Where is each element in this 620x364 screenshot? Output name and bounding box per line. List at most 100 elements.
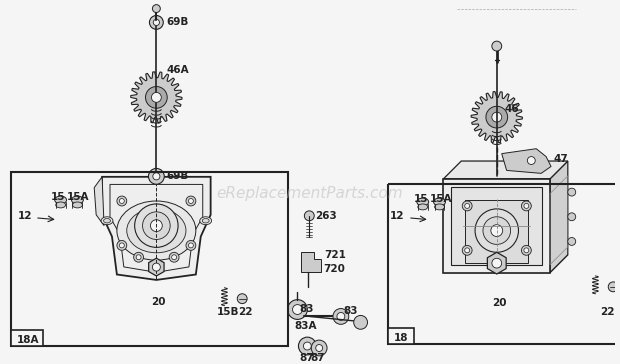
Circle shape [475,209,518,252]
Ellipse shape [55,196,66,204]
Circle shape [492,41,502,51]
Circle shape [337,312,345,320]
Text: 20: 20 [492,298,507,308]
Circle shape [169,252,179,262]
Circle shape [134,252,144,262]
Polygon shape [102,177,211,280]
Circle shape [153,263,161,271]
Bar [11,173,288,346]
Circle shape [153,5,161,12]
Ellipse shape [117,201,196,260]
Circle shape [186,241,196,250]
Circle shape [463,245,472,255]
Text: eReplacementParts.com: eReplacementParts.com [216,186,402,201]
Circle shape [491,225,503,237]
Circle shape [188,243,193,248]
Circle shape [288,300,308,319]
Circle shape [135,204,178,248]
Circle shape [524,248,529,253]
Text: 69B: 69B [166,17,188,27]
Text: 18A: 18A [17,335,40,345]
Circle shape [311,340,327,356]
Circle shape [303,342,311,350]
Ellipse shape [104,218,110,223]
Text: 15A: 15A [430,194,452,204]
Circle shape [608,282,618,292]
Text: 720: 720 [323,264,345,274]
Text: 18: 18 [394,333,409,343]
Circle shape [521,245,531,255]
Circle shape [149,16,163,29]
Text: 12: 12 [18,211,33,221]
Text: 20: 20 [151,297,166,306]
Circle shape [333,309,349,324]
Circle shape [492,258,502,268]
Circle shape [568,188,576,196]
Circle shape [568,237,576,245]
Polygon shape [451,187,542,265]
Ellipse shape [433,198,445,206]
Ellipse shape [56,202,66,208]
Polygon shape [443,179,550,273]
Polygon shape [149,258,164,276]
Text: 263: 263 [315,211,337,221]
Text: 15B: 15B [216,308,239,317]
Text: 15: 15 [51,192,65,202]
Circle shape [293,305,303,314]
Text: 22: 22 [238,308,253,317]
Text: 83: 83 [299,304,314,313]
Polygon shape [487,252,506,274]
Circle shape [136,255,141,260]
Circle shape [492,112,502,122]
Circle shape [146,87,167,108]
Circle shape [188,198,193,203]
Circle shape [298,337,316,355]
Circle shape [465,203,469,209]
Bar [388,184,620,344]
Text: 87: 87 [299,353,314,363]
Text: 22: 22 [600,308,615,317]
Text: 46A: 46A [166,65,189,75]
Circle shape [528,157,535,165]
Ellipse shape [71,196,83,204]
Ellipse shape [417,198,428,206]
Circle shape [117,241,126,250]
Text: 12: 12 [390,211,405,221]
Text: 83: 83 [344,306,358,317]
Text: 46: 46 [505,104,520,114]
Circle shape [237,294,247,304]
Circle shape [524,203,529,209]
Circle shape [148,169,164,184]
Circle shape [304,211,314,221]
Circle shape [151,220,162,232]
Circle shape [521,201,531,211]
Polygon shape [301,252,321,272]
Ellipse shape [200,217,211,225]
Bar [11,330,43,346]
Polygon shape [550,161,568,273]
Circle shape [153,173,160,180]
Polygon shape [471,91,523,143]
Bar [388,328,414,344]
Circle shape [463,201,472,211]
Circle shape [151,92,161,102]
Text: 69B: 69B [166,171,188,181]
Text: 47: 47 [554,154,569,163]
Circle shape [172,255,177,260]
Circle shape [316,345,322,352]
Polygon shape [443,161,568,179]
Circle shape [465,248,469,253]
Ellipse shape [418,204,428,210]
Circle shape [153,19,159,25]
Circle shape [117,196,126,206]
Circle shape [486,106,508,128]
Circle shape [120,198,124,203]
Circle shape [120,243,124,248]
Polygon shape [465,201,528,263]
Circle shape [143,212,170,240]
Circle shape [483,217,511,244]
Circle shape [186,196,196,206]
Circle shape [353,316,368,329]
Ellipse shape [435,204,445,210]
Ellipse shape [73,202,82,208]
